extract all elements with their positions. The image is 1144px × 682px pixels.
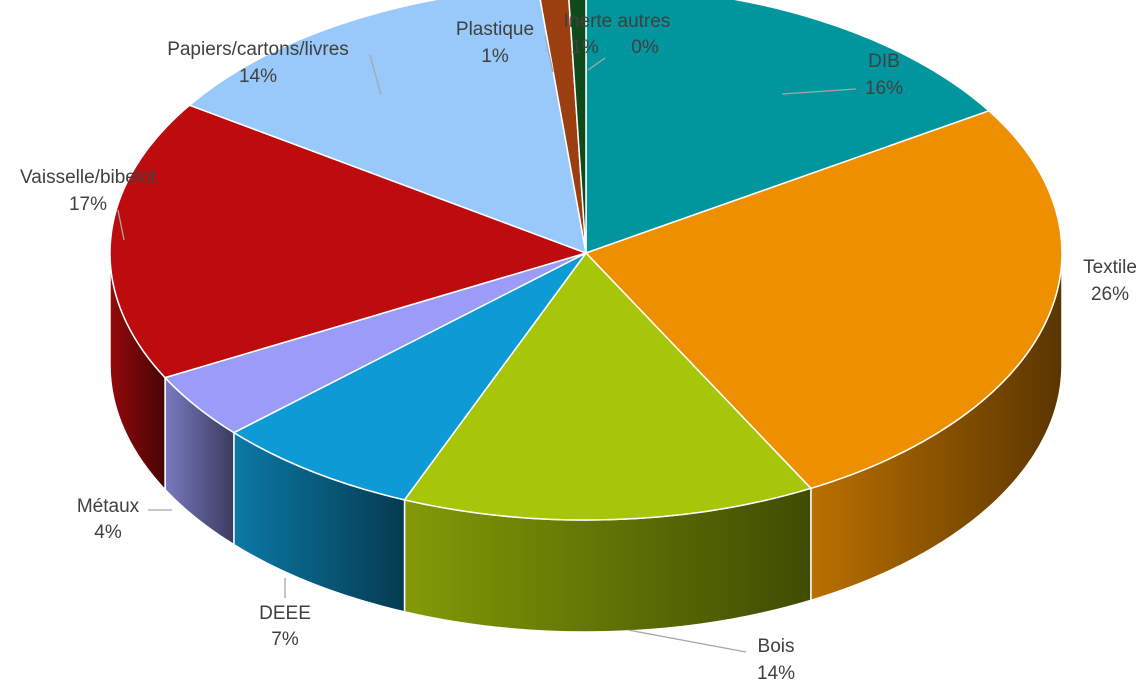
slice-percent-label: 14%: [757, 663, 795, 682]
leader-line-papiers-cartons-livres: [369, 54, 382, 96]
slice-name-label: Textile: [1083, 257, 1137, 278]
pie-slice-papiers-cartons-livres: [188, 0, 587, 255]
data-labels: DIB 16% Textile 26% Bois 14% DEEE 7% Métaux 4% Vai…: [20, 11, 1137, 682]
leader-line-inerte-autres: [587, 57, 606, 71]
leader-line-vaisselle-bibelot: [117, 209, 125, 241]
pie-slice-bois: [403, 251, 813, 521]
slice-percent-label: 7%: [271, 629, 299, 650]
leader-line-bois: [627, 629, 747, 653]
slice-percent-label: 16%: [865, 78, 903, 99]
pie-slice-plastique: [539, 0, 587, 254]
pie-slice-inerte-autres: [568, 0, 587, 254]
slice-name-label: Métaux: [77, 496, 140, 517]
slice-name-label: Bois: [758, 636, 795, 657]
pie-slice-vaisselle-bibelot: [109, 104, 589, 379]
leader-line-plastique: [544, 35, 554, 73]
slice-name-label: Vaisselle/bibelot: [20, 167, 157, 188]
slice-name-label: DEEE: [259, 603, 311, 624]
pie-top-faces: [109, 0, 1063, 521]
leader-line-dib: [781, 88, 857, 95]
leader-lines: [117, 35, 857, 653]
slice-percent-label: 0%: [631, 37, 659, 58]
slice-percent-label: 17%: [69, 194, 107, 215]
slice-name-label: Plastique: [456, 19, 534, 40]
slice-name-label: Papiers/cartons/livres: [167, 39, 349, 60]
slice-percent-label: 26%: [1091, 284, 1129, 305]
pie-slice-deee: [232, 252, 587, 501]
pie-sides: [109, 252, 1063, 633]
slice-percent-label: 1%: [481, 46, 509, 67]
slice-name-label: DIB: [868, 51, 900, 72]
pie-slice-dib: [585, 0, 991, 255]
slice-percent-label: 1%: [571, 37, 599, 58]
slice-percent-label: 14%: [239, 66, 277, 87]
slice-name-label: Inerte autres: [564, 11, 671, 32]
slice-percent-label: 4%: [94, 522, 122, 543]
pie-slice-textile: [584, 109, 1063, 490]
